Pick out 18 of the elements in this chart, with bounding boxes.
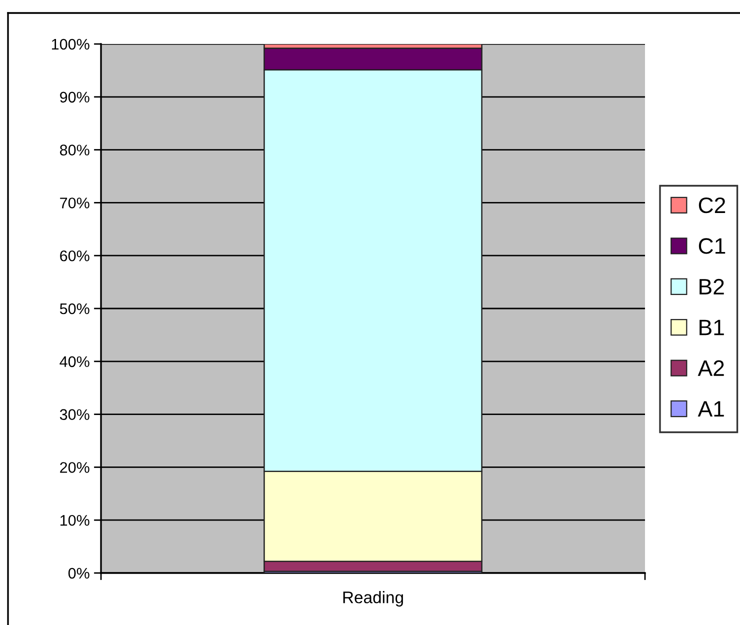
legend-label: B2 (700, 278, 724, 294)
y-tick-label: 90% (60, 92, 90, 103)
y-tick-label: 10% (60, 514, 90, 526)
legend-label: A2 (698, 360, 724, 376)
y-tick-label: 30% (60, 409, 90, 420)
y-tick-label: 40% (60, 356, 90, 368)
x-tick-label: Reading (343, 591, 403, 607)
y-tick-label: 0% (68, 568, 90, 579)
legend-label: B1 (700, 320, 724, 336)
y-tick-label: 80% (60, 144, 90, 156)
legend-label: C1 (698, 238, 726, 254)
legend-label: C2 (698, 197, 726, 214)
y-tick-label: 20% (60, 462, 90, 473)
y-tick-label: 50% (60, 303, 90, 314)
y-tick-label: 70% (60, 198, 90, 208)
y-tick-label: 100% (52, 38, 90, 50)
y-tick-label: 60% (60, 250, 90, 262)
legend-label: A1 (698, 401, 724, 417)
